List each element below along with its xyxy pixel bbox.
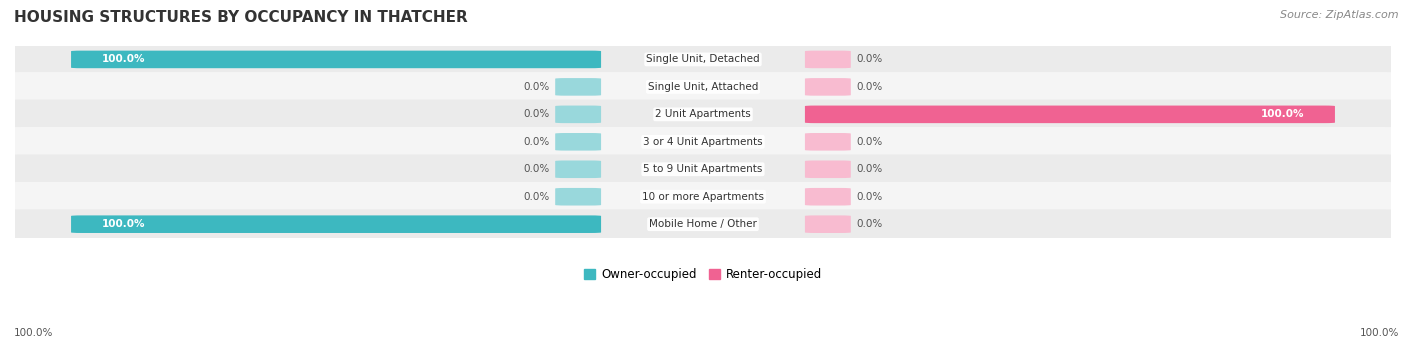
FancyBboxPatch shape	[555, 78, 602, 96]
Text: 3 or 4 Unit Apartments: 3 or 4 Unit Apartments	[643, 137, 763, 147]
Text: 100.0%: 100.0%	[1360, 328, 1399, 338]
Text: 0.0%: 0.0%	[524, 164, 550, 174]
Text: Mobile Home / Other: Mobile Home / Other	[650, 219, 756, 229]
Text: 0.0%: 0.0%	[856, 137, 882, 147]
FancyBboxPatch shape	[72, 216, 602, 233]
FancyBboxPatch shape	[804, 78, 851, 96]
Text: 0.0%: 0.0%	[524, 109, 550, 119]
FancyBboxPatch shape	[804, 188, 851, 206]
Text: 0.0%: 0.0%	[856, 192, 882, 202]
FancyBboxPatch shape	[4, 100, 1402, 129]
Text: Single Unit, Attached: Single Unit, Attached	[648, 82, 758, 92]
Text: Single Unit, Detached: Single Unit, Detached	[647, 55, 759, 64]
FancyBboxPatch shape	[804, 106, 1334, 123]
Text: 0.0%: 0.0%	[856, 55, 882, 64]
FancyBboxPatch shape	[555, 188, 602, 206]
FancyBboxPatch shape	[555, 161, 602, 178]
Text: 0.0%: 0.0%	[856, 164, 882, 174]
FancyBboxPatch shape	[555, 106, 602, 123]
FancyBboxPatch shape	[72, 50, 602, 68]
Text: 0.0%: 0.0%	[524, 192, 550, 202]
Text: 2 Unit Apartments: 2 Unit Apartments	[655, 109, 751, 119]
Text: Source: ZipAtlas.com: Source: ZipAtlas.com	[1281, 10, 1399, 20]
Legend: Owner-occupied, Renter-occupied: Owner-occupied, Renter-occupied	[579, 263, 827, 286]
FancyBboxPatch shape	[804, 133, 851, 151]
Text: HOUSING STRUCTURES BY OCCUPANCY IN THATCHER: HOUSING STRUCTURES BY OCCUPANCY IN THATC…	[14, 10, 468, 25]
Text: 0.0%: 0.0%	[856, 219, 882, 229]
FancyBboxPatch shape	[804, 50, 851, 68]
Text: 100.0%: 100.0%	[101, 219, 145, 229]
FancyBboxPatch shape	[4, 45, 1402, 74]
FancyBboxPatch shape	[804, 216, 851, 233]
FancyBboxPatch shape	[4, 182, 1402, 211]
FancyBboxPatch shape	[4, 72, 1402, 102]
FancyBboxPatch shape	[804, 161, 851, 178]
FancyBboxPatch shape	[555, 133, 602, 151]
Text: 100.0%: 100.0%	[101, 55, 145, 64]
FancyBboxPatch shape	[4, 127, 1402, 157]
Text: 100.0%: 100.0%	[14, 328, 53, 338]
Text: 0.0%: 0.0%	[524, 82, 550, 92]
Text: 0.0%: 0.0%	[856, 82, 882, 92]
Text: 100.0%: 100.0%	[1261, 109, 1305, 119]
FancyBboxPatch shape	[4, 154, 1402, 184]
Text: 10 or more Apartments: 10 or more Apartments	[643, 192, 763, 202]
Text: 0.0%: 0.0%	[524, 137, 550, 147]
FancyBboxPatch shape	[4, 209, 1402, 239]
Text: 5 to 9 Unit Apartments: 5 to 9 Unit Apartments	[644, 164, 762, 174]
